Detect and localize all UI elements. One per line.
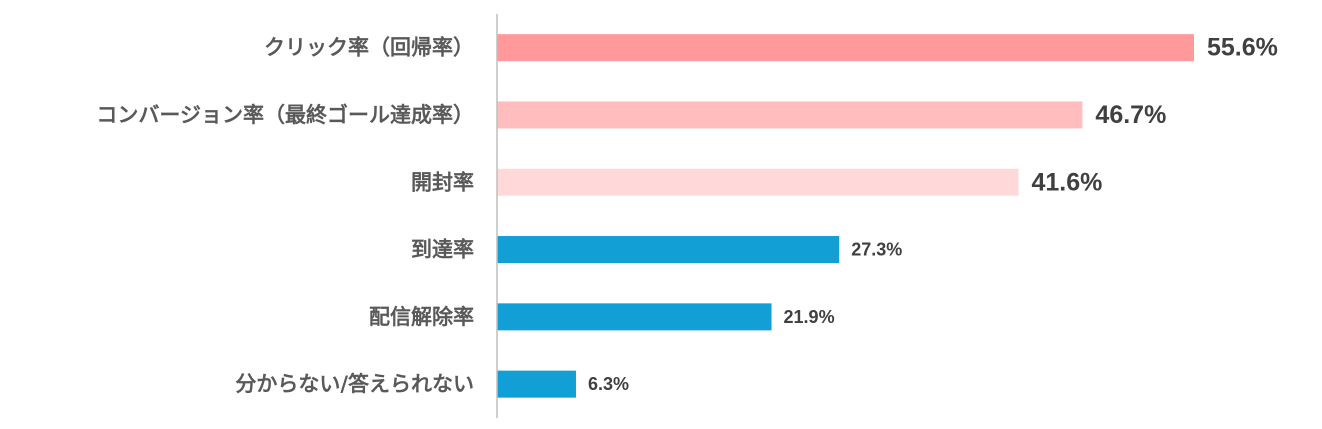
- bar: [497, 236, 840, 264]
- value-label: 21.9%: [784, 307, 835, 327]
- value-label: 55.6%: [1207, 34, 1278, 62]
- bar: [497, 370, 576, 398]
- category-label: クリック率（回帰率）: [264, 36, 474, 60]
- bar: [497, 303, 772, 331]
- value-label: 41.6%: [1031, 168, 1102, 196]
- value-label: 6.3%: [588, 374, 629, 394]
- bar: [497, 101, 1083, 129]
- category-label: 配信解除率: [369, 305, 474, 329]
- bars-layer: クリック率（回帰率） 55.6% コンバージョン率（最終ゴール達成率） 46.7% 開封…: [96, 34, 1278, 398]
- category-label: コンバージョン率（最終ゴール達成率）: [96, 103, 474, 127]
- category-label: 到達率: [411, 238, 474, 262]
- category-label: 分からない/答えられない: [235, 372, 474, 396]
- value-label: 46.7%: [1095, 101, 1166, 129]
- bar: [497, 168, 1019, 196]
- value-label: 27.3%: [851, 240, 902, 260]
- category-label: 開封率: [411, 170, 474, 194]
- bar: [497, 34, 1194, 62]
